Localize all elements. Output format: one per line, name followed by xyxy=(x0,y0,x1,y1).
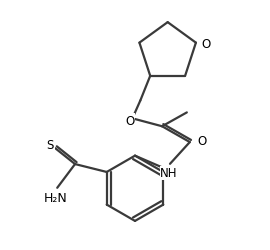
Text: O: O xyxy=(198,134,207,147)
Text: O: O xyxy=(126,114,135,127)
Text: S: S xyxy=(47,138,54,151)
Text: NH: NH xyxy=(160,166,178,179)
Text: H₂N: H₂N xyxy=(43,192,67,204)
Text: O: O xyxy=(202,38,211,51)
